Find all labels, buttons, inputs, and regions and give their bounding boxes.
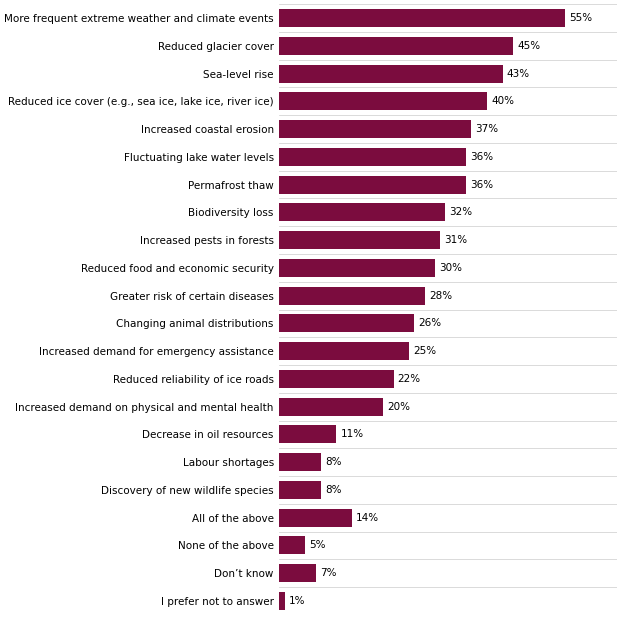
Bar [279, 314, 414, 332]
Text: 36%: 36% [471, 152, 494, 162]
Bar [279, 453, 321, 471]
Text: 43%: 43% [507, 69, 530, 79]
Bar [279, 397, 383, 416]
Text: 8%: 8% [325, 485, 342, 495]
Bar [279, 537, 306, 555]
Bar [279, 64, 502, 82]
Bar [279, 9, 565, 27]
Text: 45%: 45% [517, 41, 540, 51]
Text: 28%: 28% [429, 291, 452, 301]
Bar [279, 481, 321, 499]
Text: 11%: 11% [340, 430, 364, 439]
Bar [279, 592, 284, 610]
Bar [279, 148, 466, 166]
Text: 55%: 55% [569, 13, 592, 23]
Text: 30%: 30% [439, 263, 462, 273]
Bar [279, 509, 352, 527]
Text: 8%: 8% [325, 457, 342, 467]
Text: 31%: 31% [445, 235, 468, 245]
Bar [279, 425, 337, 443]
Bar [279, 37, 513, 55]
Bar [279, 92, 487, 110]
Bar [279, 176, 466, 194]
Text: 1%: 1% [289, 596, 305, 606]
Text: 14%: 14% [356, 513, 379, 522]
Bar [279, 564, 315, 582]
Bar [279, 370, 394, 388]
Bar [279, 231, 440, 249]
Text: 25%: 25% [414, 346, 437, 356]
Text: 5%: 5% [309, 540, 326, 550]
Text: 40%: 40% [491, 97, 514, 106]
Text: 32%: 32% [450, 207, 473, 217]
Bar [279, 342, 409, 360]
Bar [279, 203, 445, 222]
Text: 36%: 36% [471, 180, 494, 189]
Text: 22%: 22% [397, 374, 421, 384]
Text: 7%: 7% [320, 568, 337, 578]
Bar [279, 287, 425, 305]
Text: 26%: 26% [419, 318, 442, 328]
Text: 20%: 20% [388, 402, 410, 412]
Bar [279, 259, 435, 277]
Bar [279, 120, 471, 138]
Text: 37%: 37% [476, 124, 499, 134]
